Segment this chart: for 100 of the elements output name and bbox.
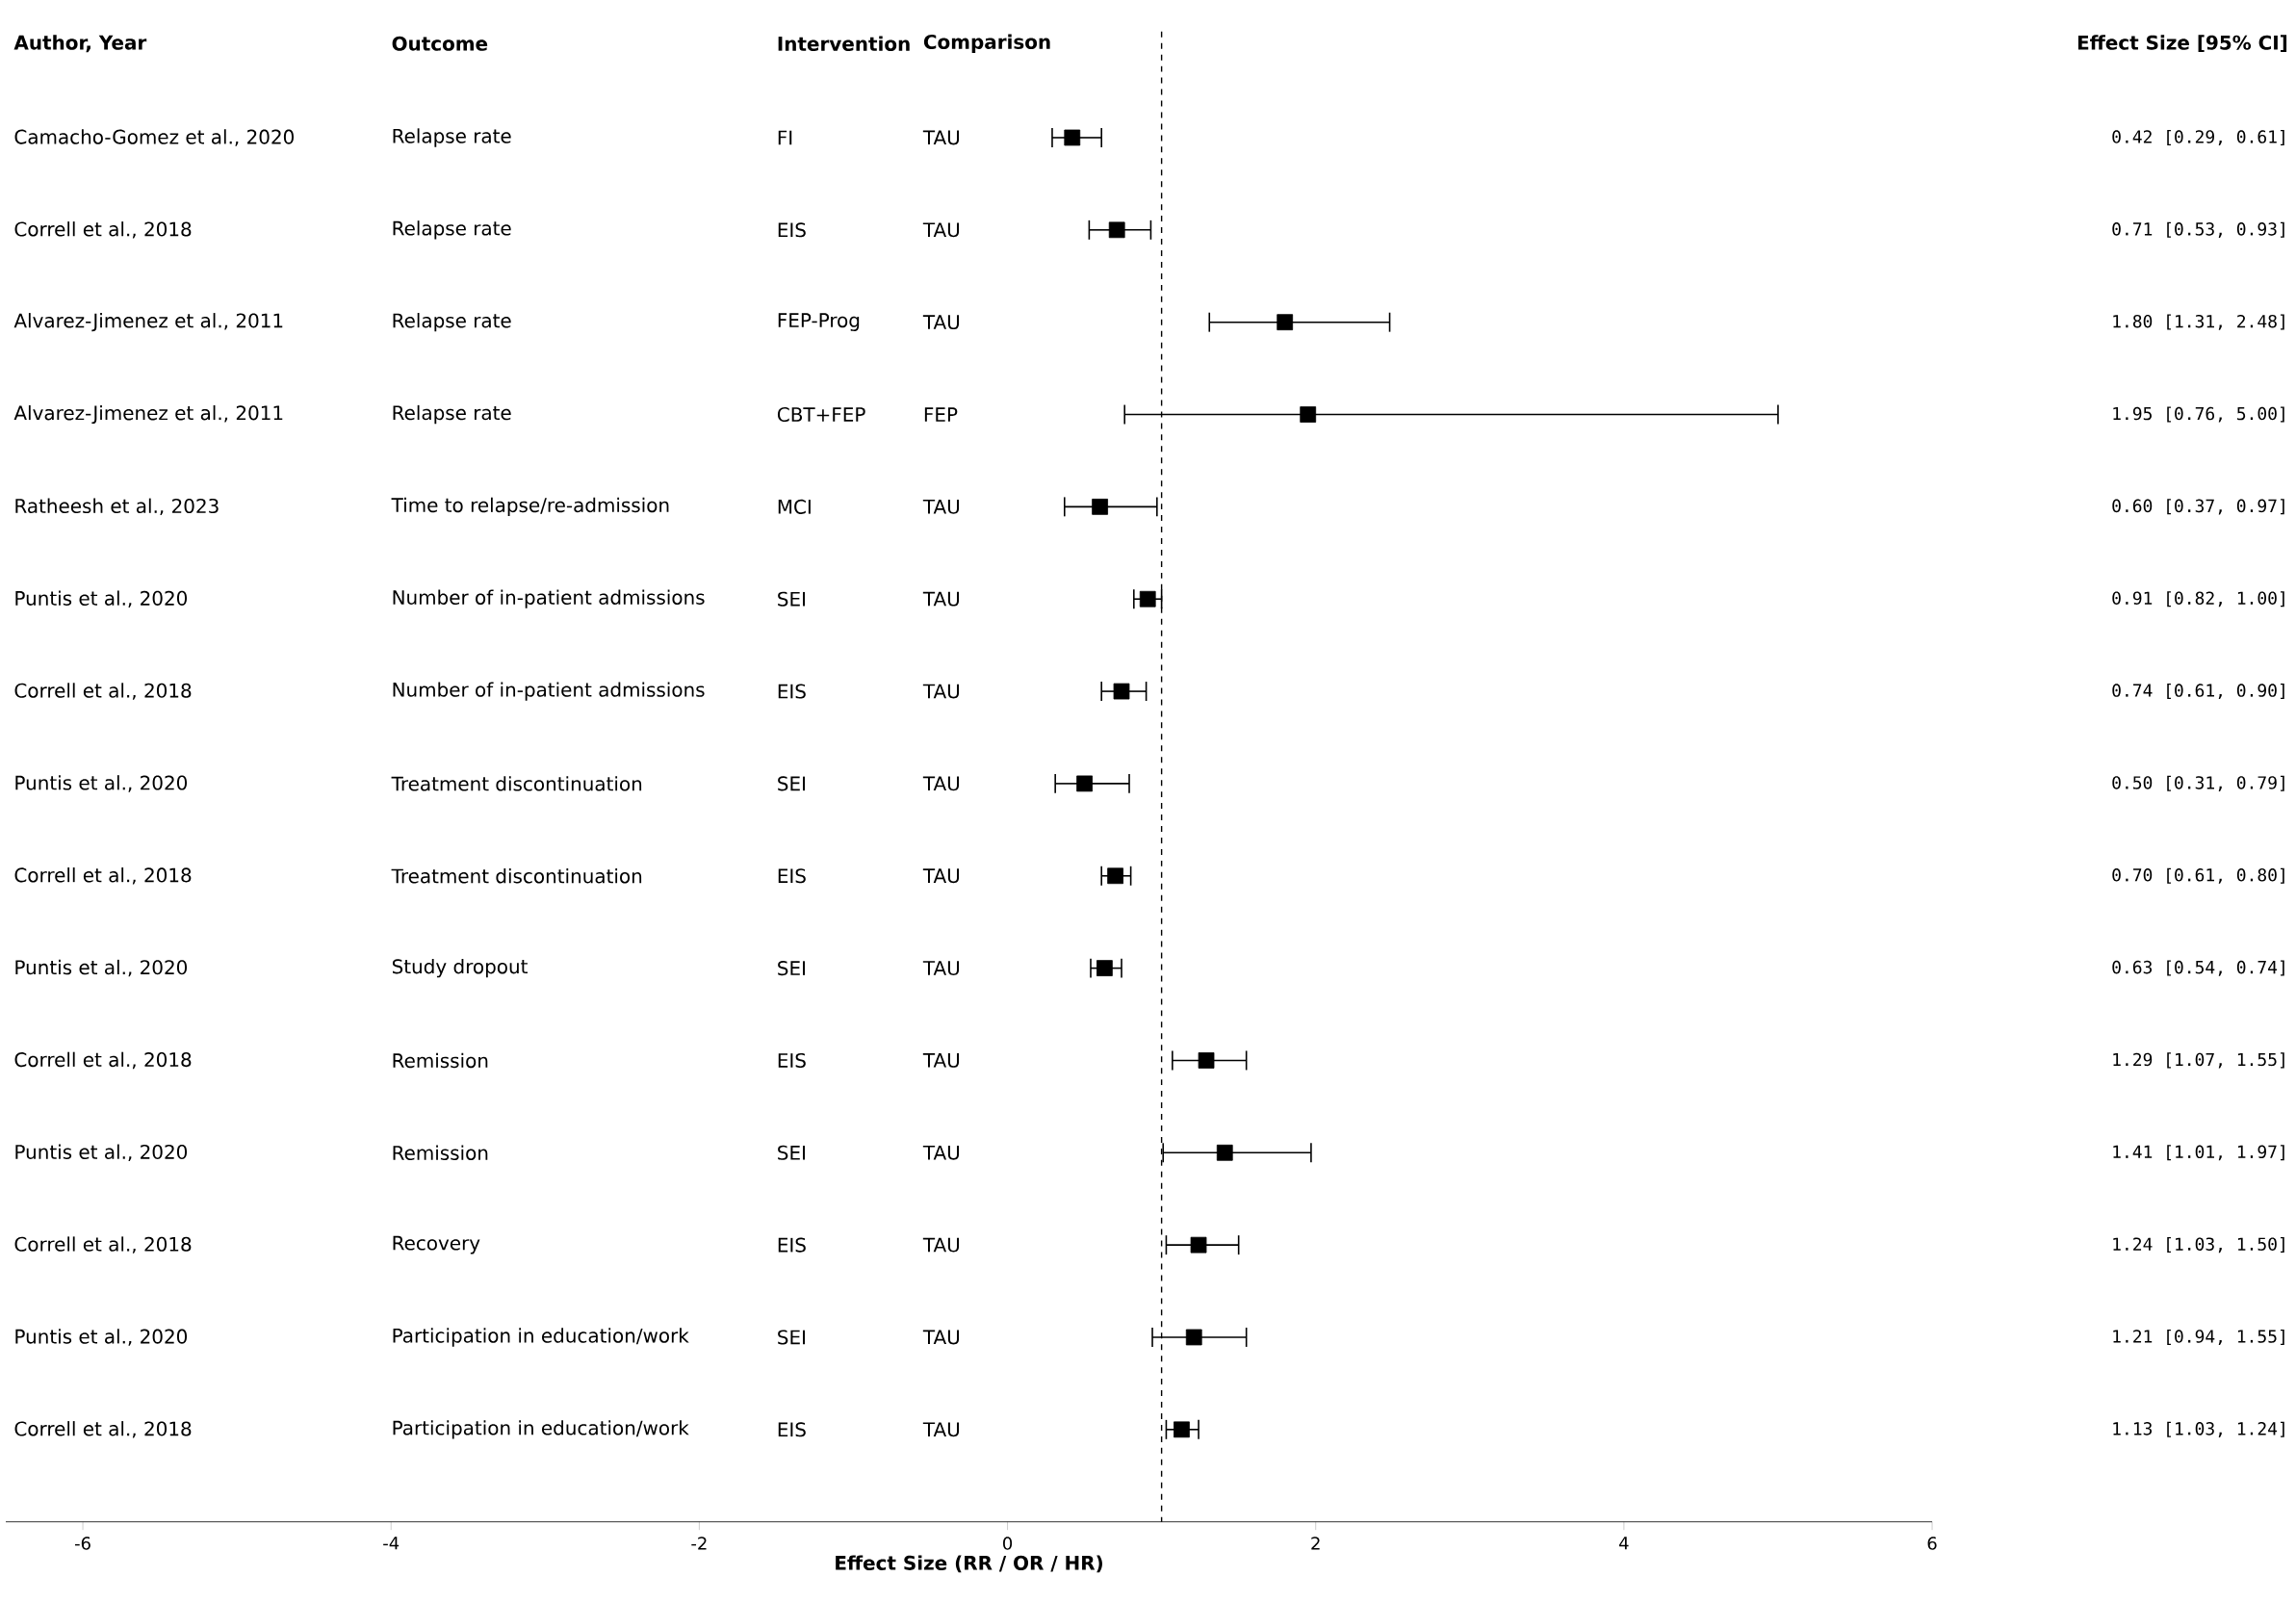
y-tick-label: Correll et al., 2018 <box>14 221 192 239</box>
x-tick-label: 6 <box>1927 1537 1937 1550</box>
annotation: TAU <box>922 961 960 976</box>
annotation: Remission <box>393 1052 488 1069</box>
x-tick-label: -6 <box>74 1537 90 1550</box>
point <box>1139 590 1156 608</box>
annotation: SEI <box>778 1330 806 1345</box>
annotation: TAU <box>922 1146 960 1160</box>
data-label: 0.91 [0.82, 1.00] <box>2112 591 2284 608</box>
y-tick-label: Alvarez-Jimenez et al., 2011 <box>13 313 283 332</box>
data-label: 1.41 [1.01, 1.97] <box>2113 1145 2284 1161</box>
point <box>1190 1236 1207 1254</box>
point <box>1096 960 1113 977</box>
y-tick-label: Correll et al., 2018 <box>14 867 192 885</box>
annotation: Comparison <box>923 34 1050 54</box>
annotation: SEI <box>778 1145 806 1160</box>
y-tick-label: Puntis et al., 2020 <box>15 1329 188 1346</box>
annotation: Treatment discontinuation <box>391 776 642 791</box>
data-label: 1.80 [1.31, 2.48] <box>2113 314 2284 330</box>
x-axis-title: Effect Size (RR / OR / HR) <box>836 1555 1102 1573</box>
annotation: Author, Year <box>13 35 147 53</box>
x-tick-label: 0 <box>1003 1537 1013 1550</box>
annotation: Treatment discontinuation <box>391 868 642 884</box>
data-label: 1.24 [1.03, 1.50] <box>2113 1237 2284 1254</box>
annotation: Outcome <box>392 36 488 51</box>
data-label: 0.42 [0.29, 0.61] <box>2112 130 2284 146</box>
point <box>1113 683 1130 700</box>
annotation: CBT+FEP <box>777 407 865 423</box>
x-tick-label: -2 <box>691 1537 707 1550</box>
annotation: TAU <box>922 1422 960 1437</box>
point <box>1277 314 1294 331</box>
data-label: 0.60 [0.37, 0.97] <box>2112 499 2284 515</box>
annotation: EIS <box>778 868 806 884</box>
annotation: Recovery <box>393 1235 480 1254</box>
y-tick-label: Puntis et al., 2020 <box>15 1144 188 1162</box>
annotation: TAU <box>922 1237 960 1253</box>
annotation: TAU <box>922 684 960 699</box>
annotation: TAU <box>922 315 960 330</box>
x-tick-label: 2 <box>1311 1537 1320 1550</box>
annotation: Relapse rate <box>393 128 511 147</box>
annotation: TAU <box>922 222 960 238</box>
point <box>1107 867 1123 885</box>
annotation: Participation in education/work <box>393 1328 689 1347</box>
y-tick-label: Puntis et al., 2020 <box>15 590 188 608</box>
annotation: MCI <box>778 499 811 515</box>
annotation: SEI <box>778 961 806 976</box>
y-tick-label: Ratheesh et al., 2023 <box>15 498 219 516</box>
annotation: EIS <box>778 222 806 238</box>
annotation: TAU <box>922 591 960 607</box>
point <box>1092 499 1108 515</box>
point <box>1108 221 1125 239</box>
annotation: Remission <box>393 1145 488 1161</box>
y-tick-label: Correll et al., 2018 <box>14 1051 192 1070</box>
y-tick-label: Puntis et al., 2020 <box>15 775 188 792</box>
y-tick-label: Correll et al., 2018 <box>14 1236 192 1254</box>
y-tick-label: Puntis et al., 2020 <box>15 960 188 977</box>
annotation: Relapse rate <box>393 220 511 240</box>
annotation: EIS <box>778 1053 806 1069</box>
x-tick-label: -4 <box>383 1537 400 1550</box>
x-tick-label: 4 <box>1619 1537 1629 1550</box>
annotation: FEP-Prog <box>778 313 860 332</box>
annotation: Number of in-patient admissions <box>393 589 705 609</box>
annotation: EIS <box>778 1237 806 1253</box>
annotation: TAU <box>922 500 960 514</box>
annotation: Number of in-patient admissions <box>393 682 705 701</box>
y-tick-label: Camacho-Gomez et al., 2020 <box>14 129 294 146</box>
data-label: 0.70 [0.61, 0.80] <box>2112 867 2284 884</box>
point <box>1185 1329 1202 1346</box>
annotation: Time to relapse/re-admission <box>391 497 669 517</box>
data-label: 1.21 [0.94, 1.55] <box>2113 1330 2284 1346</box>
data-label: 1.29 [1.07, 1.55] <box>2113 1052 2284 1069</box>
annotation: Study dropout <box>392 959 528 978</box>
annotation: Relapse rate <box>393 405 511 425</box>
data-label: 1.13 [1.03, 1.24] <box>2113 1421 2284 1438</box>
point <box>1198 1052 1215 1069</box>
point <box>1174 1421 1190 1438</box>
text: Effect Size [95% CI] <box>2077 35 2287 53</box>
point <box>1216 1145 1233 1161</box>
annotation: FEP <box>924 407 958 422</box>
annotation: FI <box>778 130 792 145</box>
data-label: 0.63 [0.54, 0.74] <box>2112 960 2284 976</box>
y-tick-label: Correll et al., 2018 <box>14 1421 192 1438</box>
y-tick-label: Alvarez-Jimenez et al., 2011 <box>13 405 283 425</box>
annotation: EIS <box>778 684 806 699</box>
annotation: Intervention <box>778 36 910 52</box>
annotation: TAU <box>922 776 960 791</box>
point <box>1300 406 1317 424</box>
annotation: Relapse rate <box>393 313 511 332</box>
annotation: Participation in education/work <box>393 1420 689 1439</box>
data-label: 0.71 [0.53, 0.93] <box>2112 221 2284 239</box>
annotation: SEI <box>778 591 806 607</box>
annotation: TAU <box>922 130 960 145</box>
annotation: TAU <box>922 1330 960 1345</box>
point <box>1076 775 1093 792</box>
data-label: 1.95 [0.76, 5.00] <box>2113 406 2284 423</box>
point <box>1064 129 1081 146</box>
annotation: SEI <box>778 776 806 791</box>
data-label: 0.50 [0.31, 0.79] <box>2112 775 2284 792</box>
annotation: EIS <box>778 1422 806 1437</box>
annotation: TAU <box>922 1053 960 1069</box>
